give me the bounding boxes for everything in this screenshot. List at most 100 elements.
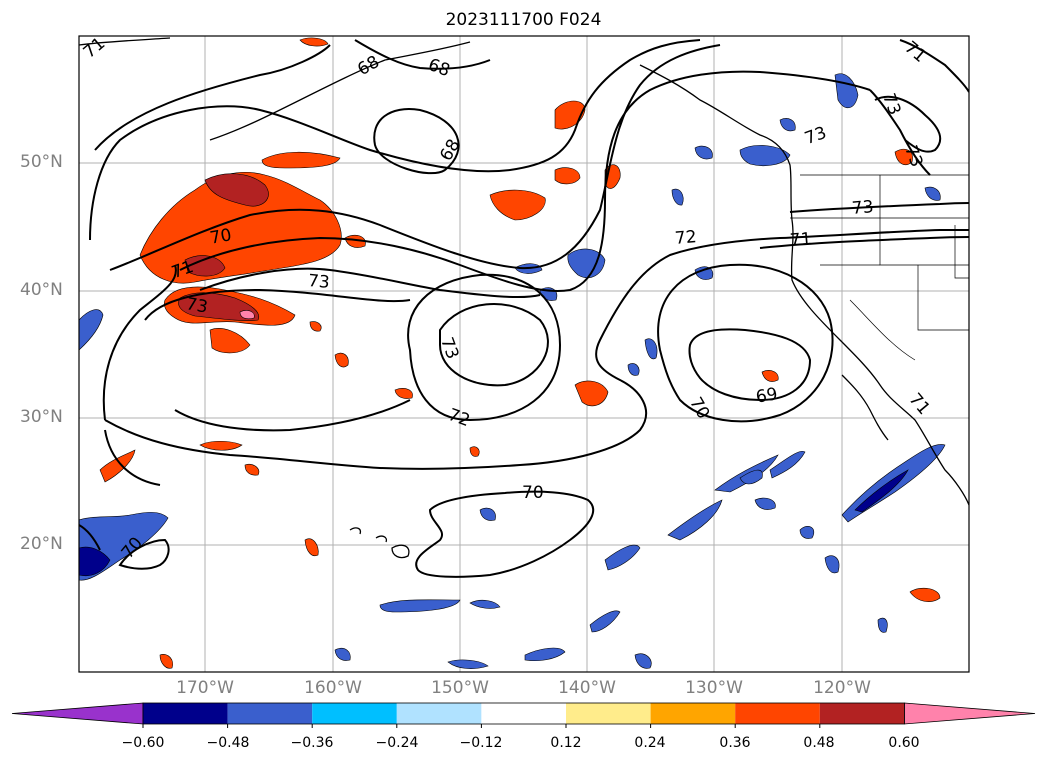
region-warm-7 [554,167,581,185]
lon-label-130w: 130°W [685,678,743,698]
borders [790,174,969,361]
region-cool-25 [634,653,652,669]
region-cool-19 [824,555,840,574]
border-states-6 [849,299,916,361]
contour-label: 72 [674,227,698,249]
region-cool-nw-coast [739,145,791,166]
region-warm-17 [761,370,779,382]
region-warm-13 [394,388,413,399]
contour-label: 73 [307,271,331,293]
region-cool-17 [604,544,641,571]
colorbar-extend-low [11,702,144,725]
region-warm-21 [244,463,260,476]
region-cool-24 [589,610,621,633]
colorbar-tick-label: 0.24 [634,735,666,751]
contour-label: 73 [184,294,210,318]
region-cool-20 [479,507,496,521]
contour-69-east-loop [688,328,812,402]
region-warm-22 [309,321,322,332]
lat-label-40n: 40°N [20,280,63,300]
region-warm-9 [574,380,609,407]
region-warm-3 [209,328,251,354]
lon-label-150w: 150°W [431,678,489,698]
region-warm-6 [489,189,546,221]
coastline-hawaii [349,527,410,559]
region-cool-13 [667,499,723,541]
contour-68-north [94,39,491,175]
coastlines [79,37,969,559]
region-cool-15-core [854,469,909,513]
contour-72-center [407,273,562,422]
contour-71-south [144,288,411,432]
region-cool-west [79,309,104,351]
colorbar-segment [566,703,651,724]
colorbar-tick-label: −0.24 [375,735,419,751]
region-cool-11 [714,454,779,493]
coastline-north-america [639,64,969,506]
colorbar-segment [735,703,820,724]
contour-73-ne [874,95,942,153]
region-cool-29 [924,186,941,201]
coastline-baja [841,374,889,441]
contour-label: 71 [789,229,813,251]
contour-label: 69 [754,384,780,408]
region-warm-19 [159,654,173,669]
lon-label-140w: 140°W [558,678,616,698]
lat-label-50n: 50°N [20,152,63,172]
colorbar-segment [227,703,313,724]
region-cool-16 [754,497,776,510]
contour-label: 70 [522,483,544,503]
lat-label-20n: 20°N [20,534,63,554]
contour-72-south-arc [104,429,161,486]
region-warm-14 [304,538,319,557]
region-cool-10 [627,363,640,376]
region-cool-23 [524,647,566,662]
contour-70-southwest [79,524,170,570]
region-cool-27 [447,659,489,669]
contour-71-ne [899,39,969,93]
border-states-3 [917,265,969,331]
region-warm-south-pink [239,310,255,320]
border-states-2 [879,175,969,266]
map-frame [78,35,970,673]
gridlines [79,36,969,672]
region-warm-11 [199,440,243,451]
colorbar-tick-label: −0.48 [206,735,250,751]
contour-70-subtropic [415,490,595,578]
colorbar-segment [819,703,905,724]
colorbar-segment [396,703,482,724]
region-cool-southwest-core [79,546,111,577]
contour-70-east-loop [657,263,834,423]
lon-label-170w: 170°W [176,678,234,698]
colorbar-segment [481,703,566,724]
region-cool-21 [379,599,461,613]
negative-anomaly-regions [79,73,946,669]
region-cool-7 [671,188,684,206]
colorbar-tick-label: 0.60 [888,735,920,751]
region-warm-4 [261,151,341,169]
region-warm-core-2 [184,255,226,277]
border-states-4 [954,225,969,279]
colorbar-segment [312,703,397,724]
lat-label-30n: 30°N [20,407,63,427]
region-cool-3 [567,248,606,279]
region-warm-12 [334,352,349,368]
contour-70-south [102,229,969,470]
colorbar-frame [142,702,905,725]
region-warm-16 [894,149,913,165]
lon-label-120w: 120°W [813,678,871,698]
colorbar-tick-label: −0.36 [290,735,334,751]
contour-73-east [789,202,969,213]
colorbar-tick-label: −0.60 [121,735,165,751]
coastline-alaska [79,37,471,141]
contour-70-upper [89,39,701,241]
region-warm-west-pacific [139,172,342,284]
region-cool-26 [334,648,351,661]
colorbar-segment [143,703,228,724]
region-warm-15 [909,587,941,602]
region-cool-28 [779,118,796,132]
colorbar-segment [650,703,736,724]
colorbar-tick-label: −0.12 [459,735,503,751]
